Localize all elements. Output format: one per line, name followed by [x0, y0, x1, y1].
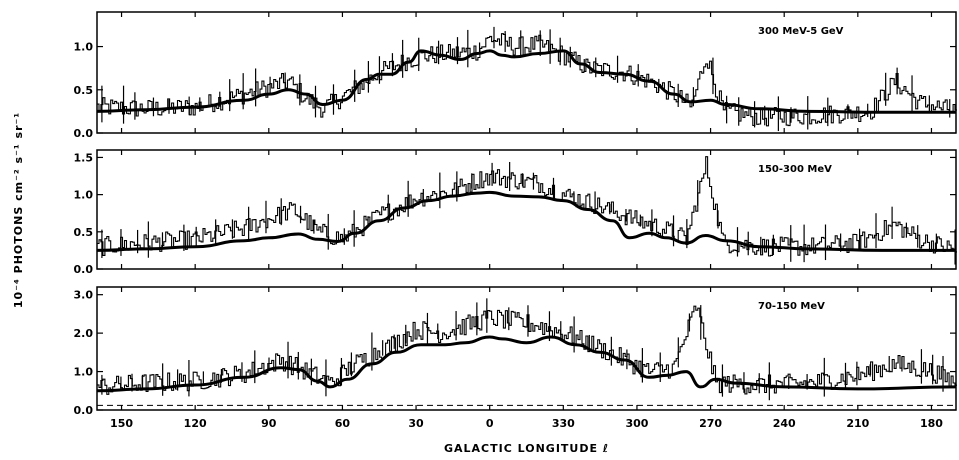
y-tick-label: 0.5 [74, 226, 94, 239]
model-curve [96, 190, 956, 252]
observed-data [97, 33, 957, 127]
panel-frame [96, 11, 957, 134]
energy-band-label: 300 MeV-5 GeV [758, 26, 844, 37]
y-axis-title: 10⁻⁴ PHOTONS cm⁻² s⁻¹ sr⁻¹ [12, 112, 25, 308]
y-tick-label: 0.0 [74, 404, 94, 417]
y-tick-label: 0.5 [74, 84, 94, 97]
panel-frame [96, 286, 957, 411]
x-tick-label: 330 [552, 417, 575, 430]
x-tick-label: 0 [486, 417, 494, 430]
panel-frame [96, 149, 957, 270]
x-tick-label: 60 [335, 417, 351, 430]
y-tick-label: 1.0 [74, 366, 94, 379]
x-axis-title: GALACTIC LONGITUDE ℓ [444, 442, 609, 455]
y-tick-label: 2.0 [74, 327, 94, 340]
y-tick-label: 1.5 [74, 151, 94, 164]
panel-1: 0.0 0.5 1.0 300 MeV-5 GeV [74, 11, 957, 140]
y-tick-label: 1.0 [74, 189, 94, 202]
observed-data [97, 305, 957, 395]
x-tick-label: 120 [184, 417, 207, 430]
y-axis-title-group: 10⁻⁴ PHOTONS cm⁻² s⁻¹ sr⁻¹ [12, 112, 25, 308]
x-tick-label: 210 [846, 417, 869, 430]
panels: 0.0 0.5 1.0 300 MeV-5 GeV 0.0 0.5 1.0 1.5 150-30… [74, 11, 957, 430]
x-tick-label: 150 [110, 417, 133, 430]
y-tick-label: 3.0 [74, 289, 94, 302]
panel-2: 0.0 0.5 1.0 1.5 150-300 MeV [74, 149, 957, 276]
x-tick-label: 90 [261, 417, 277, 430]
panel-3: 0.0 1.0 2.0 3.0 70-150 MeV [74, 286, 957, 417]
model-curve [96, 49, 956, 114]
observed-data [97, 156, 957, 257]
y-tick-label: 0.0 [74, 263, 94, 276]
x-tick-label: 180 [920, 417, 943, 430]
x-tick-label: 300 [625, 417, 648, 430]
energy-band-label: 150-300 MeV [758, 164, 832, 175]
model-curve [96, 335, 957, 393]
y-tick-label: 1.0 [74, 41, 94, 54]
y-tick-label: 0.0 [74, 127, 94, 140]
energy-band-label: 70-150 MeV [758, 301, 825, 312]
x-tick-label: 270 [699, 417, 722, 430]
x-tick-label: 30 [408, 417, 424, 430]
x-tick-label: 240 [773, 417, 796, 430]
